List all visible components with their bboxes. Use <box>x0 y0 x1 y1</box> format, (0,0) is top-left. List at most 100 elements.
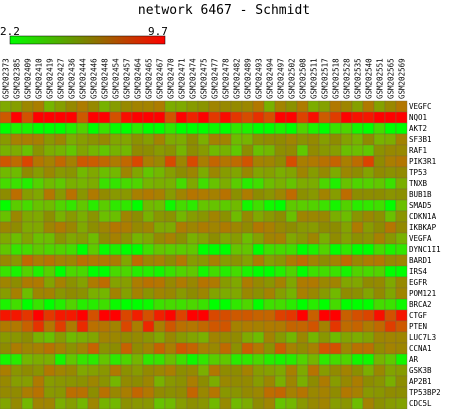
heatmap-cell <box>274 254 287 267</box>
heatmap-cell <box>362 254 375 267</box>
heatmap-cell <box>296 188 309 201</box>
heatmap-cell <box>241 111 254 124</box>
heatmap-cell <box>373 210 386 223</box>
heatmap-cell <box>109 232 122 245</box>
heatmap-cell <box>296 309 309 322</box>
heatmap-cell <box>186 309 199 322</box>
heatmap-cell <box>230 364 243 377</box>
heatmap-cell <box>241 342 254 355</box>
heatmap-cell <box>32 386 45 399</box>
heatmap-cell <box>318 287 331 300</box>
heatmap-cell <box>65 375 78 388</box>
heatmap-cell <box>318 265 331 278</box>
heatmap-cell <box>285 199 298 212</box>
heatmap-cell <box>373 276 386 289</box>
heatmap-cell <box>208 122 221 135</box>
heatmap-cell <box>164 199 177 212</box>
heatmap-cell <box>384 221 397 234</box>
heatmap-cell <box>373 320 386 333</box>
heatmap-cell <box>373 188 386 201</box>
heatmap-cell <box>252 199 265 212</box>
heatmap-cell <box>10 221 23 234</box>
heatmap-cell <box>197 309 210 322</box>
heatmap-cell <box>10 177 23 190</box>
heatmap-cell <box>285 188 298 201</box>
heatmap-cell <box>76 364 89 377</box>
heatmap-cell <box>54 287 67 300</box>
heatmap-cell <box>43 188 56 201</box>
heatmap-cell <box>219 199 232 212</box>
row-label: PTEN <box>409 322 427 331</box>
heatmap-cell <box>318 177 331 190</box>
heatmap-cell <box>98 364 111 377</box>
heatmap-cell <box>98 199 111 212</box>
heatmap-cell <box>10 232 23 245</box>
heatmap-cell <box>252 265 265 278</box>
heatmap-cell <box>329 265 342 278</box>
heatmap-cell <box>329 331 342 344</box>
heatmap-cell <box>274 210 287 223</box>
heatmap-cell <box>54 386 67 399</box>
heatmap-cell <box>131 353 144 366</box>
heatmap-cell <box>10 265 23 278</box>
heatmap-cell <box>241 287 254 300</box>
heatmap-cell <box>395 309 408 322</box>
heatmap-cell <box>21 111 34 124</box>
row-label: SMAD5 <box>409 201 432 210</box>
heatmap-cell <box>186 188 199 201</box>
heatmap-cell <box>120 199 133 212</box>
heatmap-cell <box>21 375 34 388</box>
heatmap-cell <box>351 144 364 157</box>
heatmap-cell <box>296 133 309 146</box>
heatmap-cell <box>274 122 287 135</box>
heatmap-cell <box>307 353 320 366</box>
heatmap-cell <box>362 386 375 399</box>
heatmap-cell <box>87 188 100 201</box>
heatmap-cell <box>340 166 353 179</box>
heatmap-cell <box>87 122 100 135</box>
heatmap-cell <box>197 386 210 399</box>
heatmap-cell <box>54 111 67 124</box>
heatmap-cell <box>263 287 276 300</box>
heatmap-cell <box>395 386 408 399</box>
heatmap-cell <box>285 364 298 377</box>
heatmap-cell <box>186 122 199 135</box>
heatmap-cell <box>197 254 210 267</box>
heatmap-cell <box>98 210 111 223</box>
heatmap-cell <box>109 100 122 113</box>
heatmap-cell <box>252 375 265 388</box>
heatmap-cell <box>318 397 331 409</box>
heatmap-cell <box>219 100 232 113</box>
heatmap-cell <box>307 144 320 157</box>
heatmap-cell <box>175 111 188 124</box>
heatmap-cell <box>252 397 265 409</box>
row-label: POM121 <box>409 289 436 298</box>
heatmap-cell <box>76 287 89 300</box>
heatmap-cell <box>153 243 166 256</box>
heatmap-cell <box>329 342 342 355</box>
heatmap-cell <box>186 199 199 212</box>
heatmap-cell <box>384 276 397 289</box>
heatmap-cell <box>285 386 298 399</box>
heatmap-cell <box>54 320 67 333</box>
heatmap-cell <box>65 210 78 223</box>
heatmap-cell <box>230 353 243 366</box>
heatmap-cell <box>230 254 243 267</box>
heatmap-cell <box>241 210 254 223</box>
heatmap-cell <box>285 210 298 223</box>
heatmap-cell <box>10 331 23 344</box>
heatmap-cell <box>43 100 56 113</box>
heatmap-cell <box>153 254 166 267</box>
heatmap-cell <box>87 133 100 146</box>
heatmap-cell <box>54 397 67 409</box>
heatmap-cell <box>175 155 188 168</box>
heatmap-cell <box>131 375 144 388</box>
heatmap-cell <box>87 375 100 388</box>
heatmap-cell <box>252 298 265 311</box>
heatmap-cell <box>384 331 397 344</box>
heatmap-cell <box>263 133 276 146</box>
heatmap-cell <box>153 298 166 311</box>
heatmap-cell <box>164 100 177 113</box>
row-label: AKT2 <box>409 124 427 133</box>
heatmap-cell <box>32 122 45 135</box>
